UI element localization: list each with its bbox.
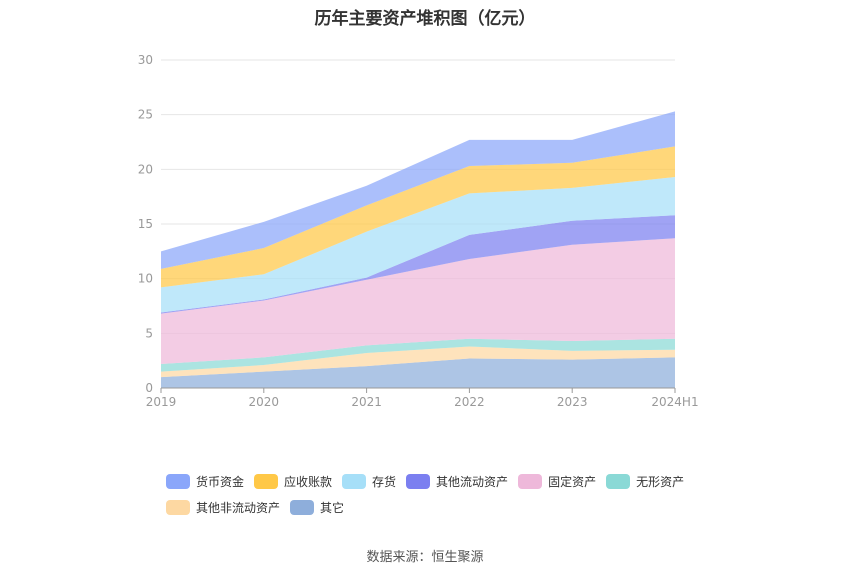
legend-label: 其它 bbox=[320, 500, 345, 515]
area-series bbox=[161, 176, 675, 313]
legend-item[interactable]: 其他流动资产 bbox=[406, 472, 508, 490]
chart-title: 历年主要资产堆积图（亿元） bbox=[314, 9, 536, 29]
x-tick-label: 2023 bbox=[557, 395, 588, 409]
data-source-note: 数据来源：恒生聚源 bbox=[366, 550, 484, 565]
y-tick-label: 20 bbox=[138, 162, 153, 176]
y-tick-label: 15 bbox=[138, 217, 153, 231]
legend-label: 固定资产 bbox=[548, 474, 597, 489]
x-tick-label: 2019 bbox=[146, 395, 177, 409]
x-tick-label: 2020 bbox=[249, 395, 280, 409]
y-tick-label: 30 bbox=[138, 53, 153, 67]
legend-swatch bbox=[254, 473, 279, 489]
legend-item[interactable]: 应收账款 bbox=[254, 472, 332, 490]
area-series bbox=[161, 338, 675, 372]
x-tick-label: 2021 bbox=[351, 395, 382, 409]
area-series bbox=[161, 238, 675, 364]
legend-swatch bbox=[342, 473, 367, 489]
legend-item[interactable]: 其它 bbox=[290, 498, 344, 516]
area-series bbox=[161, 146, 675, 288]
legend-label: 无形资产 bbox=[636, 474, 685, 489]
legend-item[interactable]: 存货 bbox=[342, 472, 396, 490]
legend-item[interactable]: 无形资产 bbox=[606, 472, 684, 490]
legend-item[interactable]: 其他非流动资产 bbox=[166, 498, 280, 516]
legend-swatch bbox=[290, 499, 315, 515]
legend-label: 其他流动资产 bbox=[436, 474, 509, 489]
area-series bbox=[161, 215, 675, 314]
y-tick-label: 25 bbox=[138, 108, 153, 122]
legend-swatch bbox=[166, 499, 190, 515]
x-tick-label: 2022 bbox=[454, 395, 485, 409]
legend-swatch bbox=[166, 473, 190, 489]
area-series bbox=[161, 346, 675, 378]
stacked-area-chart: 0 5 10 15 20 25 30 2019 2020 2021 2022 2023 2024H1 bbox=[138, 53, 699, 409]
legend-label: 存货 bbox=[372, 474, 397, 489]
legend-item[interactable]: 货币资金 bbox=[166, 472, 244, 490]
legend-swatch bbox=[518, 473, 543, 489]
y-tick-label: 5 bbox=[145, 326, 153, 340]
area-series bbox=[161, 111, 675, 269]
legend-item[interactable]: 固定资产 bbox=[518, 472, 596, 490]
legend-swatch bbox=[406, 473, 431, 489]
legend-label: 货币资金 bbox=[196, 474, 245, 489]
y-tick-label: 10 bbox=[138, 272, 153, 286]
area-series bbox=[161, 357, 675, 388]
legend-swatch bbox=[606, 473, 631, 489]
y-tick-label: 0 bbox=[145, 381, 153, 395]
legend-label: 应收账款 bbox=[284, 474, 333, 489]
x-tick-label: 2024H1 bbox=[651, 395, 698, 409]
legend-label: 其他非流动资产 bbox=[196, 500, 281, 515]
chart-legend: 货币资金 应收账款 存货 其他流动资产 固定资产 无形资产其他非流动资产 其它 bbox=[166, 472, 726, 516]
